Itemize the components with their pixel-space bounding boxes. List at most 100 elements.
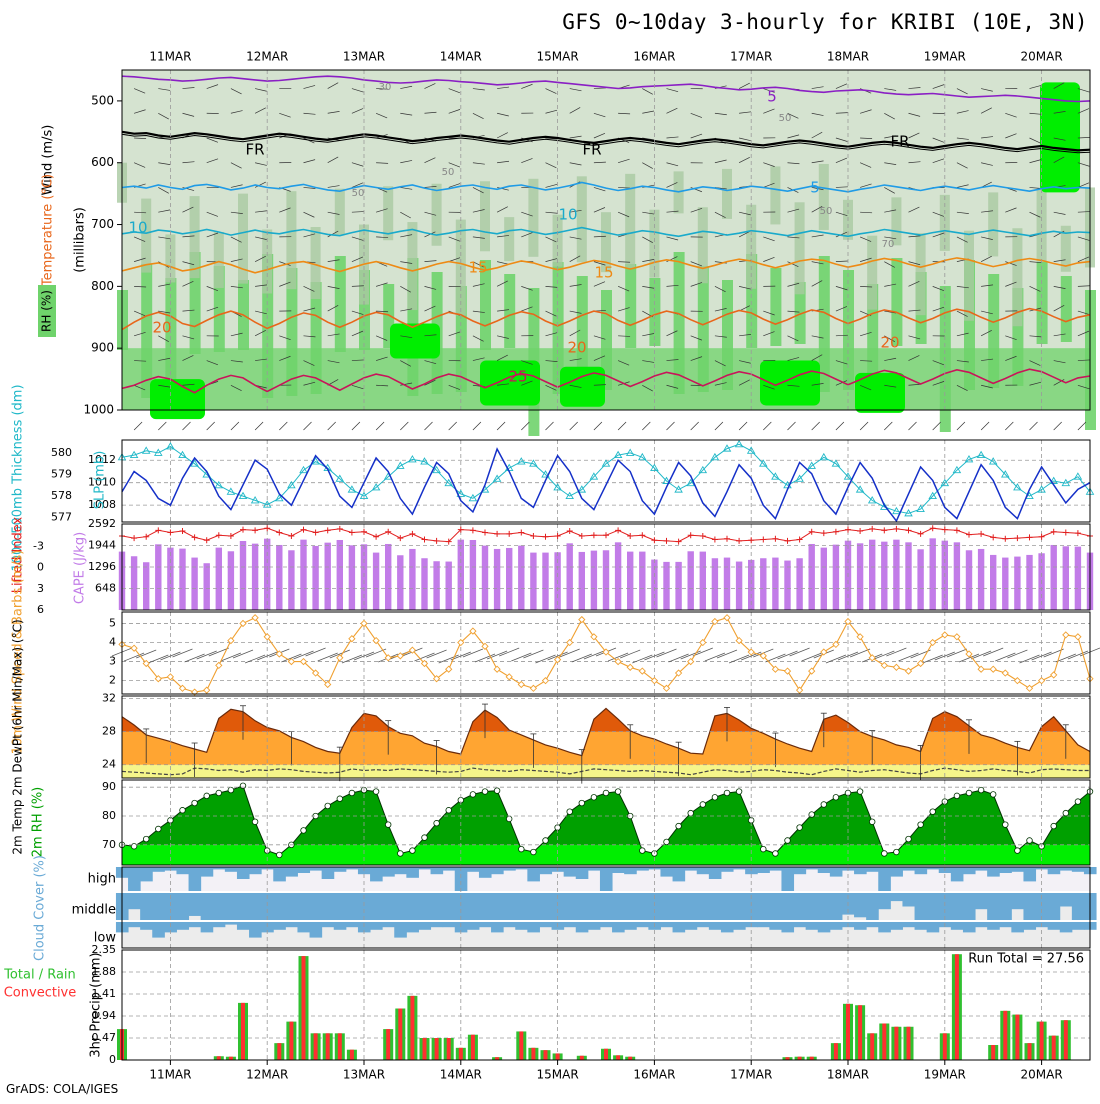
cloud-bar-middle xyxy=(697,893,710,920)
cape-bar xyxy=(288,550,294,610)
cloud-bar-middle xyxy=(334,893,347,920)
precip-convective-bar xyxy=(531,1048,535,1060)
cloud-bar-middle xyxy=(878,893,891,909)
cloud-bar-high xyxy=(624,867,637,874)
cloud-bar-middle xyxy=(213,893,226,920)
cape-bar xyxy=(809,544,815,610)
li-point xyxy=(216,532,222,538)
cape-bar xyxy=(530,553,536,610)
wind-tick-label: 3 xyxy=(109,655,116,668)
wind-tick-label: 5 xyxy=(109,616,116,629)
li-point xyxy=(893,526,899,532)
surface-wind-barb xyxy=(763,422,771,430)
cape-bar xyxy=(772,558,778,610)
cloud-bar-high xyxy=(951,867,964,881)
rh2m-point xyxy=(204,793,210,799)
cloud-bar-low xyxy=(225,922,238,925)
cloud-bar-low xyxy=(310,922,323,938)
contour-label: 30 xyxy=(379,82,392,93)
surface-wind-barb xyxy=(134,422,142,430)
cloud-bar-low xyxy=(285,922,298,927)
wind-speed-point xyxy=(821,649,827,655)
rh2m-point xyxy=(349,790,355,796)
surface-wind-barb xyxy=(1078,422,1086,430)
cloud-bar-low xyxy=(527,922,540,932)
surface-wind-barb xyxy=(376,422,384,430)
bottom-x-tick-label: 16MAR xyxy=(633,1068,675,1082)
li-point xyxy=(555,533,561,539)
wind-barb xyxy=(826,655,846,663)
cloud-bar-middle xyxy=(999,893,1012,920)
li-point xyxy=(772,536,778,542)
cloud-bar-middle xyxy=(1011,893,1024,909)
li-tick-label: 6 xyxy=(37,603,44,616)
li-point xyxy=(664,538,670,544)
rh2m-tick-label: 80 xyxy=(102,809,116,822)
cloud-bar-middle xyxy=(673,893,686,920)
cloud-bar-low xyxy=(467,922,480,930)
rh2m-point xyxy=(688,810,694,816)
cloud-bar-low xyxy=(721,922,734,932)
cape-bar xyxy=(615,542,621,610)
top-x-tick-label: 18MAR xyxy=(827,50,869,64)
li-point xyxy=(1051,529,1057,535)
cloud-bar-low xyxy=(733,922,746,930)
cape-bar xyxy=(881,542,887,610)
rh2m-point xyxy=(966,790,972,796)
precip-convective-bar xyxy=(1040,1022,1044,1060)
rh2m-point xyxy=(277,852,283,858)
rh2m-point xyxy=(482,789,488,795)
rh2m-point xyxy=(143,836,149,842)
cloud-bar-high xyxy=(479,867,492,878)
cloud-bar-high xyxy=(987,867,1000,877)
wind-barb xyxy=(584,651,604,659)
precip-convective-bar xyxy=(1052,1036,1056,1060)
rh2m-point xyxy=(906,836,912,842)
contour-label: FR xyxy=(890,133,909,151)
cloud-level-middle: middle xyxy=(72,903,116,918)
li-point xyxy=(651,537,657,543)
top-x-tick-label: 15MAR xyxy=(537,50,579,64)
surface-wind-barb xyxy=(642,422,650,430)
rh2m-point xyxy=(833,794,839,800)
cape-bar xyxy=(337,540,343,610)
precip-convective-bar xyxy=(544,1050,548,1060)
cloud-bar-low xyxy=(176,922,189,930)
cloud-bar-low xyxy=(781,922,794,932)
upper-legend-rh: RH (%) xyxy=(40,290,54,332)
cloud-bar-low xyxy=(322,922,335,927)
wind-barb xyxy=(185,654,205,662)
cape-bar xyxy=(627,552,633,610)
cloud-bar-high xyxy=(963,867,976,874)
cloud-bar-middle xyxy=(346,893,359,920)
surface-wind-barb xyxy=(328,422,336,430)
wind-speed-point xyxy=(700,640,706,646)
wind-barb xyxy=(354,652,374,660)
precip-convective-bar xyxy=(870,1033,874,1060)
upper-legend-temperature: Temperature (°C) xyxy=(41,174,56,287)
cape-bar xyxy=(688,551,694,610)
li-point xyxy=(180,528,186,534)
cloud-bar-high xyxy=(491,867,504,874)
precip-convective-bar xyxy=(943,1033,947,1060)
wind-barb xyxy=(499,648,519,656)
cloud-bar-middle xyxy=(975,893,988,909)
cape-bar xyxy=(482,546,488,610)
surface-wind-barb xyxy=(521,422,529,430)
wind-speed-point xyxy=(1014,678,1020,684)
rh2m-point xyxy=(301,828,307,834)
cape-bar xyxy=(216,548,222,610)
wind-barb xyxy=(657,649,677,657)
wind-barb xyxy=(681,651,701,659)
rh2m-point xyxy=(398,851,404,857)
li-point xyxy=(1014,535,1020,541)
wind-speed-point xyxy=(1027,685,1033,691)
li-point xyxy=(506,531,512,537)
cloud-bar-middle xyxy=(915,893,928,920)
cloud-bar-middle xyxy=(382,893,395,920)
surface-wind-barb xyxy=(812,422,820,430)
cloud-bar-middle xyxy=(818,893,831,920)
rh2m-point xyxy=(797,825,803,831)
li-tick-label: 3 xyxy=(37,582,44,595)
surface-wind-barb xyxy=(546,422,554,430)
